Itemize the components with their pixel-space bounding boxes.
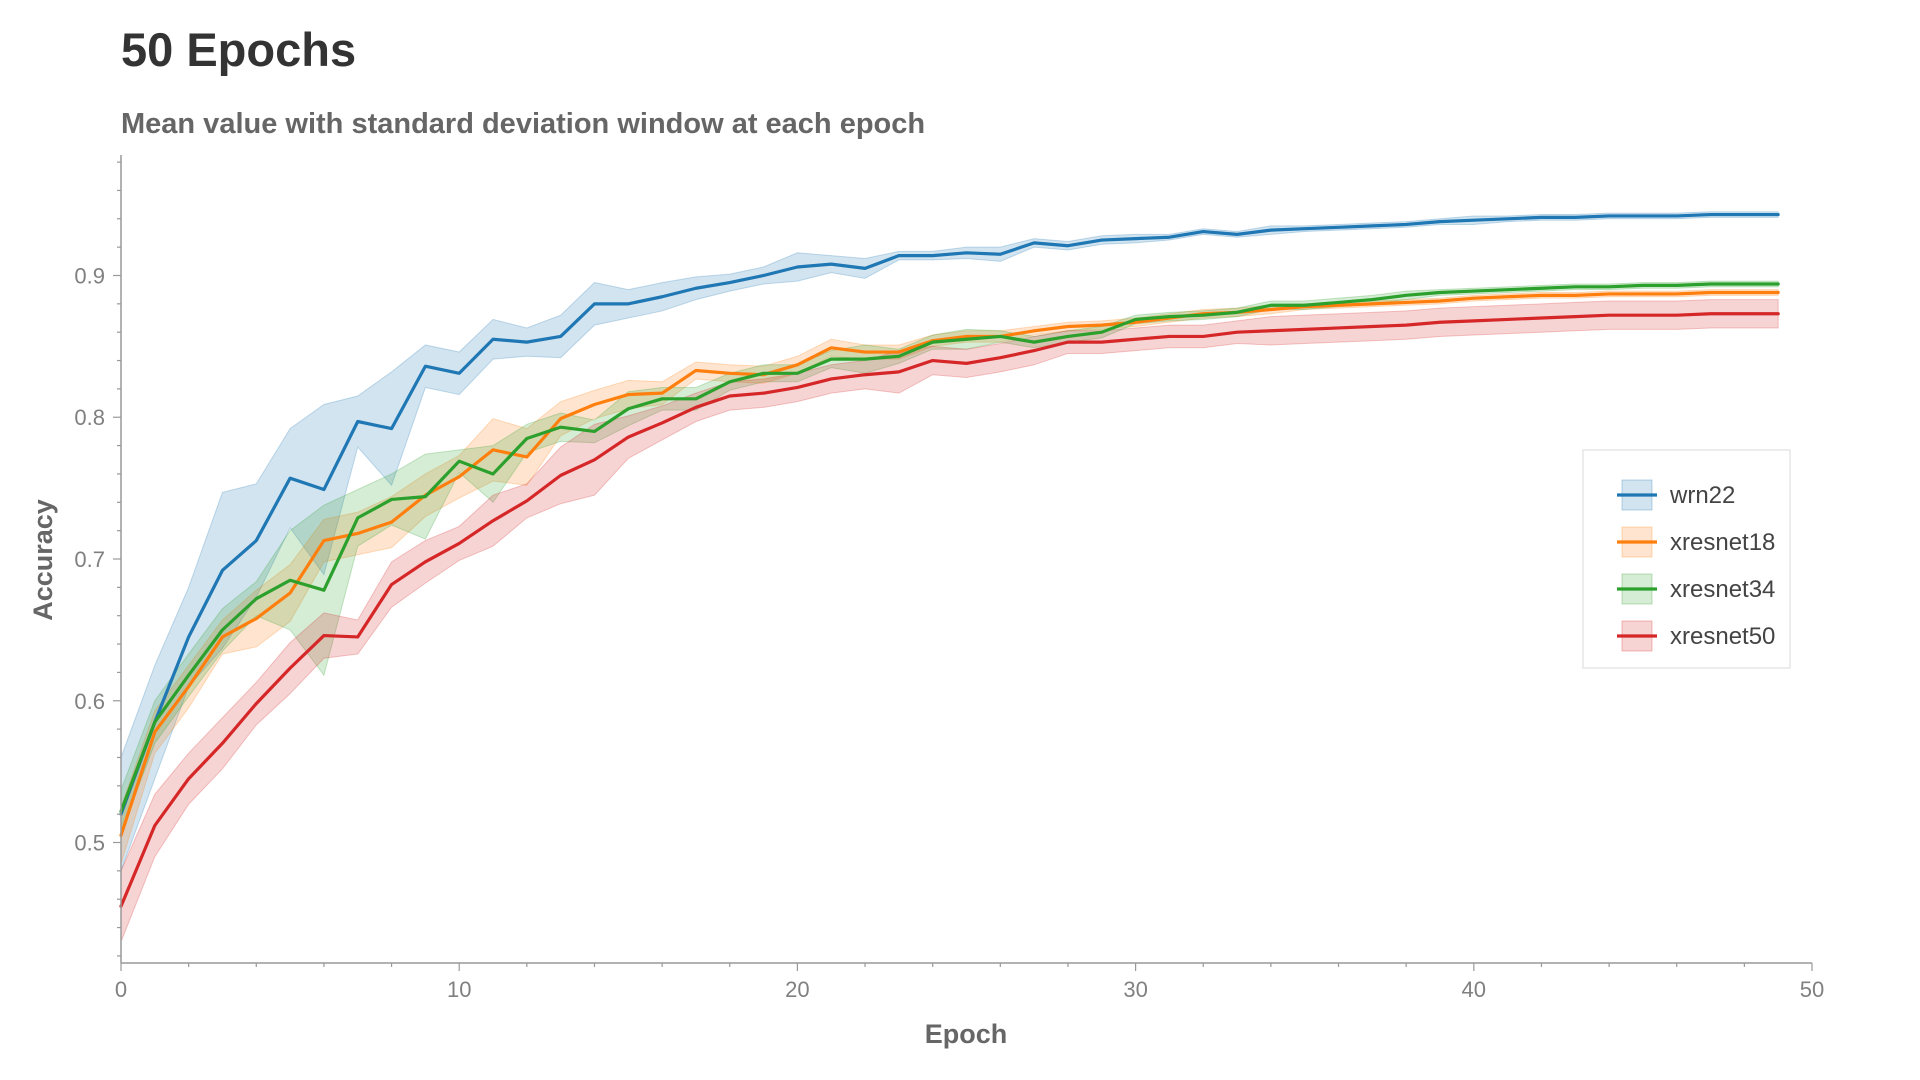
legend-item-xresnet50: xresnet50: [1617, 620, 1775, 652]
y-tick-label: 0.6: [74, 689, 105, 714]
std-band-xresnet18: [120, 289, 1779, 864]
std-band-wrn22: [120, 211, 1779, 872]
x-tick-label: 50: [1800, 977, 1824, 1002]
std-band-xresnet34: [120, 280, 1779, 833]
x-axis-title: Epoch: [925, 1019, 1008, 1049]
legend: wrn22 xresnet18 xresnet34 xresnet50: [1582, 449, 1791, 669]
y-axis-title: Accuracy: [28, 499, 58, 621]
y-tick-label: 0.8: [74, 405, 105, 430]
series-line-wrn22: [119, 212, 1780, 816]
y-ticks: 0.5 0.6 0.7 0.8 0.9: [74, 161, 121, 957]
series-lines: [119, 212, 1780, 908]
axes: 0 10 20 30 40 50 0.5 0.6 0.7 0.8 0.9: [74, 155, 1824, 1002]
series-line-xresnet50: [119, 312, 1780, 908]
chart-subtitle: Mean value with standard deviation windo…: [121, 108, 926, 140]
y-tick-label: 0.5: [74, 831, 105, 856]
legend-box: [1582, 449, 1791, 669]
chart-title: 50 Epochs: [121, 23, 357, 76]
legend-item-xresnet18: xresnet18: [1617, 526, 1775, 558]
x-tick-label: 10: [447, 977, 471, 1002]
x-ticks: 0 10 20 30 40 50: [115, 963, 1824, 1002]
std-bands: [120, 211, 1779, 942]
y-tick-label: 0.9: [74, 263, 105, 288]
series-line-xresnet34: [119, 282, 1780, 813]
x-tick-label: 40: [1462, 977, 1486, 1002]
legend-label: xresnet50: [1670, 623, 1775, 650]
legend-label: wrn22: [1669, 482, 1735, 509]
y-tick-label: 0.7: [74, 547, 105, 572]
x-tick-label: 20: [785, 977, 809, 1002]
legend-label: xresnet18: [1670, 529, 1775, 556]
x-tick-label: 0: [115, 977, 127, 1002]
legend-item-wrn22: wrn22: [1617, 479, 1735, 511]
legend-label: xresnet34: [1670, 576, 1775, 603]
x-tick-label: 30: [1123, 977, 1147, 1002]
legend-item-xresnet34: xresnet34: [1617, 573, 1775, 605]
series-line-xresnet18: [119, 290, 1780, 838]
